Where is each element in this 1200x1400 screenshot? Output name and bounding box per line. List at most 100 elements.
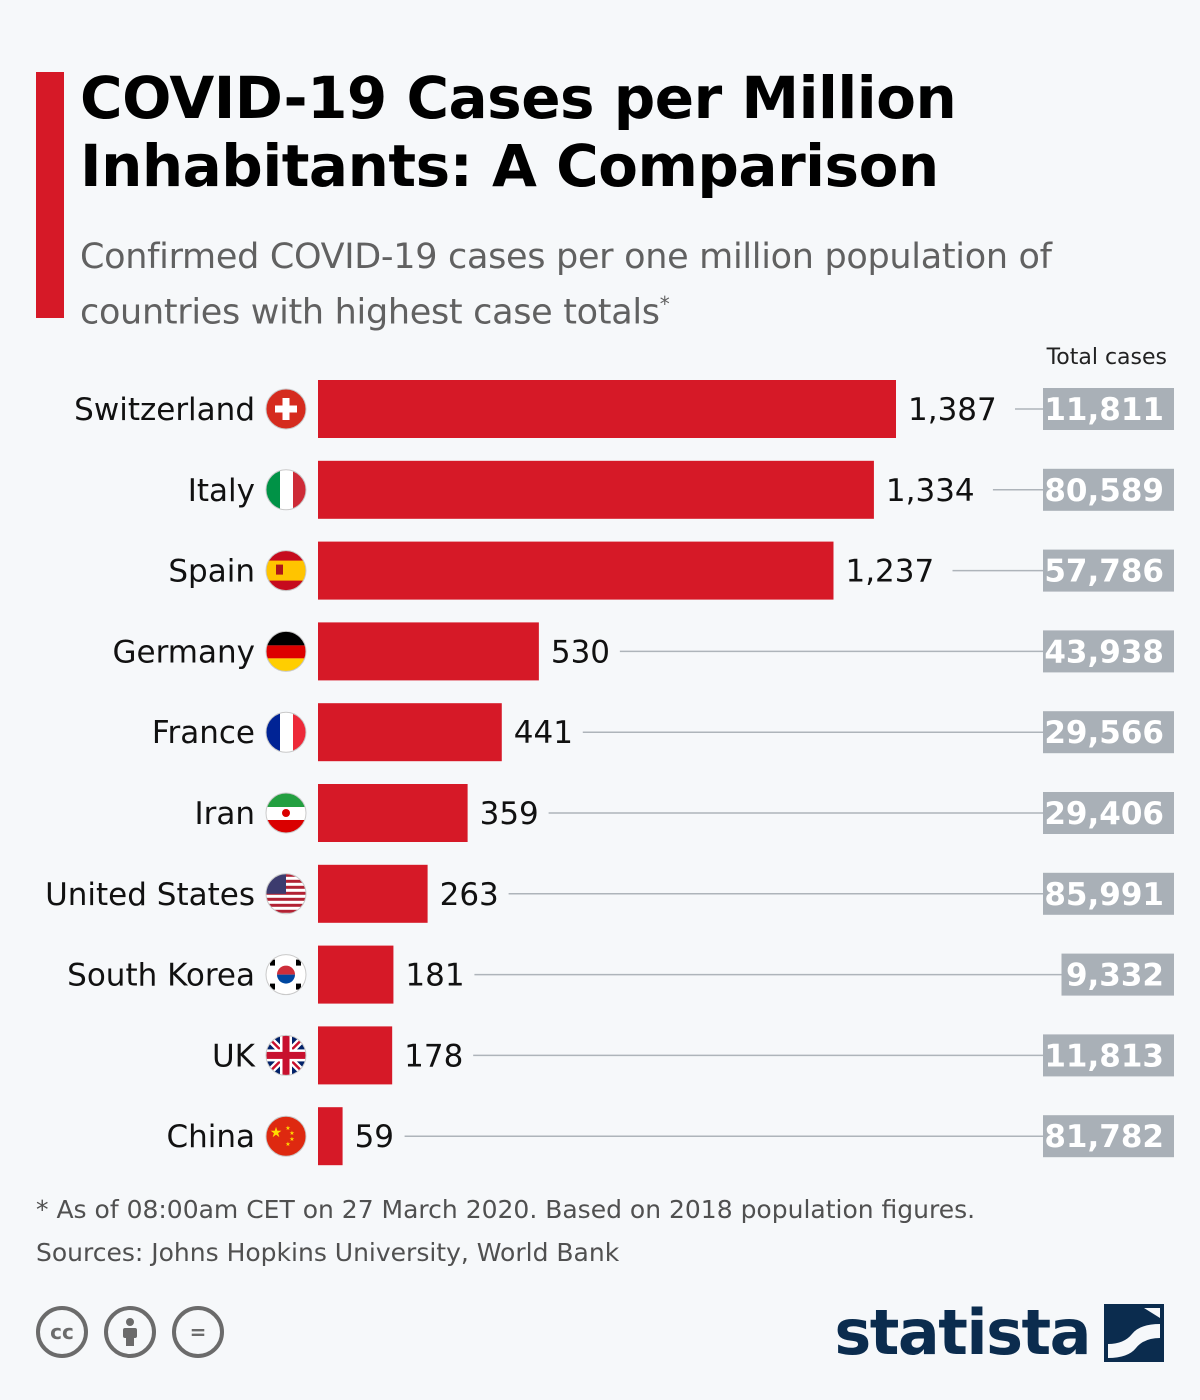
footnote: * As of 08:00am CET on 27 March 2020. Ba…: [36, 1188, 975, 1274]
total-cases-box: [1043, 630, 1174, 673]
bar-row-united-states: United States 263 85,991: [45, 864, 1174, 923]
category-label: China: [166, 1119, 255, 1155]
category-label: Spain: [168, 554, 255, 590]
total-cases-box: [1061, 953, 1174, 996]
total-cases-value: 85,991: [1044, 877, 1164, 913]
statista-logo[interactable]: statista: [834, 1296, 1164, 1369]
category-label: Iran: [194, 796, 255, 832]
bar-row-france: France 441 29,566: [152, 703, 1174, 762]
total-cases-box: [1043, 872, 1174, 915]
bar: [318, 945, 394, 1004]
switzerland-flag-icon: [266, 389, 306, 429]
accent-bar: [36, 72, 64, 318]
bar: [318, 622, 539, 681]
bar: [318, 784, 468, 842]
total-cases-box: [1043, 792, 1174, 834]
iran-flag-icon: [266, 793, 306, 833]
bar-row-iran: Iran 359 29,406: [194, 784, 1174, 842]
bar-row-germany: Germany 530 43,938: [113, 622, 1174, 681]
united-states-flag-icon: [266, 873, 306, 914]
value-label: 530: [551, 634, 610, 670]
value-label: 359: [480, 796, 539, 832]
flag-outline: [265, 873, 307, 915]
svg-text:★: ★: [289, 1136, 294, 1143]
category-label: Germany: [113, 634, 255, 670]
france-flag-icon: [266, 712, 306, 753]
chart-title: COVID-19 Cases per Million Inhabitants: …: [80, 64, 957, 200]
total-cases-box: [1043, 468, 1174, 511]
total-cases-box: [1043, 388, 1174, 430]
total-cases-value: 29,566: [1044, 715, 1164, 751]
brand-name: statista: [834, 1296, 1091, 1369]
bar-row-switzerland: Switzerland 1,387 11,811: [74, 380, 1174, 438]
bar: [318, 703, 502, 762]
germany-flag-icon: [266, 631, 306, 672]
value-label: 441: [514, 715, 573, 751]
category-label: Italy: [188, 473, 255, 509]
total-cases-value: 29,406: [1044, 796, 1164, 832]
flag-outline: [265, 1115, 307, 1157]
bar-row-spain: Spain 1,237 57,786: [168, 541, 1174, 600]
flag-outline: [265, 550, 307, 592]
bar-chart: Total cases Switzerland 1,387 11,811 Italy 1,…: [45, 345, 1174, 1166]
subtitle-text: Confirmed COVID-19 cases per one million…: [80, 237, 1052, 333]
footnote-sources: Sources: Johns Hopkins University, World…: [36, 1238, 620, 1267]
flag-outline: [265, 469, 307, 511]
svg-text:★: ★: [285, 1125, 290, 1132]
subtitle-marker: *: [659, 292, 670, 316]
total-cases-value: 80,589: [1044, 473, 1164, 509]
bar: [318, 460, 874, 519]
svg-text:★: ★: [289, 1130, 294, 1137]
statista-logo-icon: [1104, 1303, 1164, 1362]
total-cases-value: 11,813: [1044, 1038, 1164, 1074]
flag-outline: [265, 388, 307, 430]
bar-row-uk: UK 178 11,813: [212, 1026, 1174, 1085]
uk-flag-icon: [266, 1035, 306, 1076]
value-label: 181: [405, 958, 464, 994]
flag-outline: [265, 1034, 307, 1076]
total-cases-value: 43,938: [1044, 634, 1164, 670]
value-label: 178: [404, 1038, 463, 1074]
bar: [318, 864, 428, 923]
italy-flag-icon: [266, 469, 306, 510]
flag-outline: [265, 630, 307, 672]
attribution-icon: [104, 1306, 156, 1358]
flag-outline: [265, 792, 307, 834]
chart-subtitle: Confirmed COVID-19 cases per one million…: [80, 234, 1170, 337]
flag-outline: [265, 954, 307, 996]
value-label: 59: [355, 1119, 394, 1155]
category-label: UK: [212, 1038, 256, 1074]
total-cases-box: [1043, 549, 1174, 592]
bar: [318, 541, 834, 600]
svg-text:★: ★: [285, 1141, 290, 1148]
flag-outline: [265, 711, 307, 753]
value-label: 1,334: [886, 473, 975, 509]
bar: [318, 380, 896, 438]
category-label: Switzerland: [74, 392, 255, 428]
category-label: France: [152, 715, 255, 751]
china-flag-icon: ★ ★★★★: [266, 1116, 306, 1157]
total-cases-header: Total cases: [1046, 345, 1167, 370]
category-label: United States: [45, 877, 255, 913]
svg-text:★: ★: [270, 1125, 283, 1141]
no-derivatives-icon: =: [172, 1306, 224, 1358]
total-cases-box: [1043, 1034, 1174, 1077]
category-label: South Korea: [67, 958, 255, 994]
total-cases-value: 81,782: [1044, 1119, 1164, 1155]
bar: [318, 1026, 393, 1085]
total-cases-value: 11,811: [1044, 392, 1164, 428]
value-label: 1,237: [845, 554, 934, 590]
total-cases-value: 9,332: [1066, 958, 1164, 994]
south-korea-flag-icon: [266, 954, 306, 995]
bar-row-south-korea: South Korea 181 9,332: [67, 945, 1174, 1004]
total-cases-box: [1043, 711, 1174, 754]
bar-row-china: China ★ ★★★★ 59 81,782: [166, 1107, 1174, 1166]
license-icons: cc =: [36, 1306, 224, 1358]
total-cases-value: 57,786: [1044, 554, 1164, 590]
spain-flag-icon: [266, 550, 306, 591]
total-cases-box: [1043, 1115, 1174, 1158]
cc-icon: cc: [36, 1306, 88, 1358]
bar: [318, 1107, 343, 1166]
value-label: 1,387: [908, 392, 997, 428]
footnote-note: * As of 08:00am CET on 27 March 2020. Ba…: [36, 1195, 976, 1224]
